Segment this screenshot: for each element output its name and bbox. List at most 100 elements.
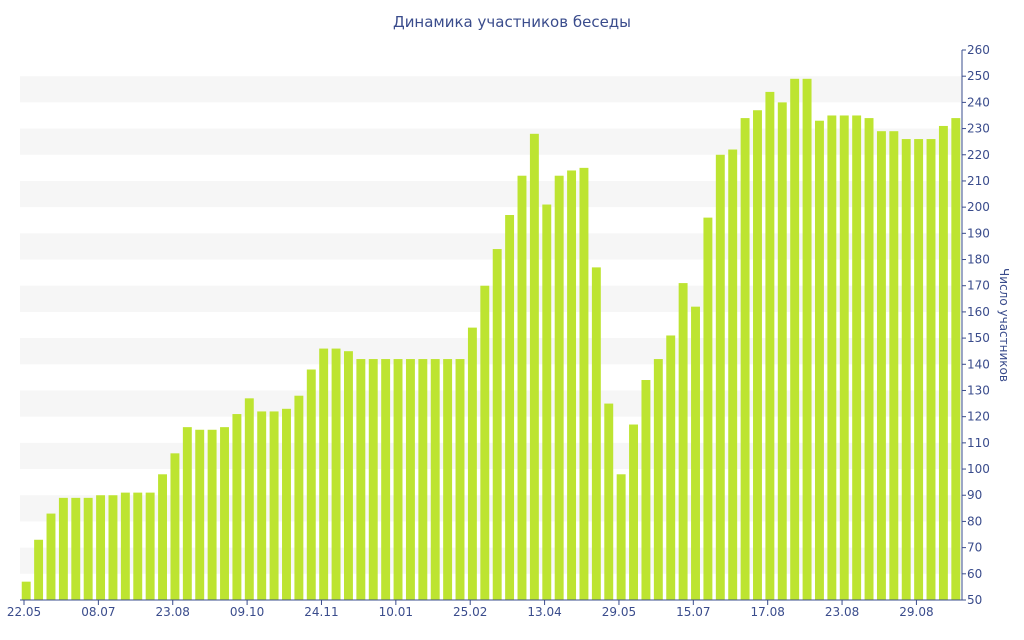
x-axis: 22.05 08.07 23.08 09.10 24.11 10.01 25.02 13.04…	[7, 599, 962, 619]
x-tick-label: 29.08	[899, 605, 933, 619]
x-tick-label: 10.01	[379, 605, 413, 619]
y-tick-label: 140	[967, 357, 990, 371]
y-tick-label: 250	[967, 69, 990, 83]
y-tick-label: 120	[967, 410, 990, 424]
bar	[765, 91, 775, 601]
bar	[195, 429, 205, 600]
y-tick-label: 90	[967, 488, 982, 502]
x-tick-label: 17.08	[751, 605, 785, 619]
bar	[83, 497, 93, 600]
y-tick-label: 150	[967, 331, 990, 345]
bar	[294, 395, 304, 600]
bar	[244, 398, 254, 600]
y-tick-label: 200	[967, 200, 990, 214]
bar	[269, 411, 279, 600]
x-tick-label: 13.04	[527, 605, 561, 619]
bar	[96, 495, 106, 600]
bar	[21, 581, 31, 600]
bar	[802, 78, 812, 601]
bar	[864, 118, 874, 600]
bar	[889, 131, 899, 600]
bar	[901, 139, 911, 601]
bar	[319, 348, 329, 600]
bar	[666, 335, 676, 600]
bar	[356, 359, 366, 600]
y-tick-label: 70	[967, 541, 982, 555]
y-tick-label: 130	[967, 383, 990, 397]
bar	[331, 348, 341, 600]
bar	[133, 492, 143, 600]
bar	[182, 427, 192, 600]
bar	[591, 267, 601, 600]
y-tick-label: 190	[967, 226, 990, 240]
bar	[480, 285, 490, 600]
x-tick-label: 09.10	[230, 605, 264, 619]
bar	[505, 215, 515, 600]
bar	[306, 369, 316, 600]
y-tick-label: 50	[967, 593, 982, 607]
bar	[715, 154, 725, 600]
bar	[703, 217, 713, 600]
bar	[381, 359, 391, 600]
bar	[443, 359, 453, 600]
chart-title: Динамика участников беседы	[392, 13, 632, 31]
bar	[405, 359, 415, 600]
y-axis-label: Число участников	[997, 268, 1011, 382]
bar	[678, 283, 688, 600]
bar	[839, 115, 849, 600]
y-tick-label: 230	[967, 122, 990, 136]
bar	[629, 424, 639, 600]
bar	[368, 359, 378, 600]
bar	[529, 133, 539, 601]
bar	[257, 411, 267, 600]
bar	[455, 359, 465, 600]
y-tick-label: 160	[967, 305, 990, 319]
y-tick-label: 110	[967, 436, 990, 450]
bar	[145, 492, 155, 600]
x-tick-label: 23.08	[825, 605, 859, 619]
bar	[542, 204, 552, 600]
x-tick-label: 25.02	[453, 605, 487, 619]
bar	[852, 115, 862, 600]
bar	[653, 359, 663, 600]
bar	[282, 408, 291, 600]
grid-band	[20, 76, 962, 103]
bar	[814, 120, 824, 600]
bar	[170, 453, 180, 600]
bar	[46, 513, 56, 600]
bar	[430, 359, 440, 600]
bar	[579, 167, 589, 600]
bar	[554, 175, 564, 600]
bar	[567, 170, 577, 600]
y-tick-label: 170	[967, 279, 990, 293]
y-tick-label: 260	[967, 43, 990, 57]
bar	[343, 351, 353, 600]
bar	[616, 474, 626, 600]
bar	[108, 495, 118, 600]
x-tick-label: 22.05	[7, 605, 41, 619]
bar	[790, 78, 800, 601]
y-tick-label: 80	[967, 514, 982, 528]
bar	[641, 380, 651, 600]
y-tick-label: 100	[967, 462, 990, 476]
x-tick-label: 08.07	[81, 605, 115, 619]
y-tick-label: 60	[967, 567, 982, 581]
y-axis: 50 60 70 80 90 100 110 120 130 140 150 160 170 180 190…	[961, 43, 990, 607]
bar	[914, 139, 924, 601]
bar	[467, 327, 477, 600]
bar	[728, 149, 738, 600]
y-tick-label: 220	[967, 148, 990, 162]
y-tick-label: 240	[967, 95, 990, 109]
y-tick-label: 180	[967, 253, 990, 267]
bar	[876, 131, 886, 600]
bar	[220, 427, 229, 600]
bar	[393, 359, 403, 600]
bar	[951, 118, 961, 600]
bar	[691, 306, 700, 600]
bar	[418, 359, 428, 600]
bar	[232, 414, 242, 600]
x-tick-label: 23.08	[156, 605, 190, 619]
bar	[120, 492, 130, 600]
